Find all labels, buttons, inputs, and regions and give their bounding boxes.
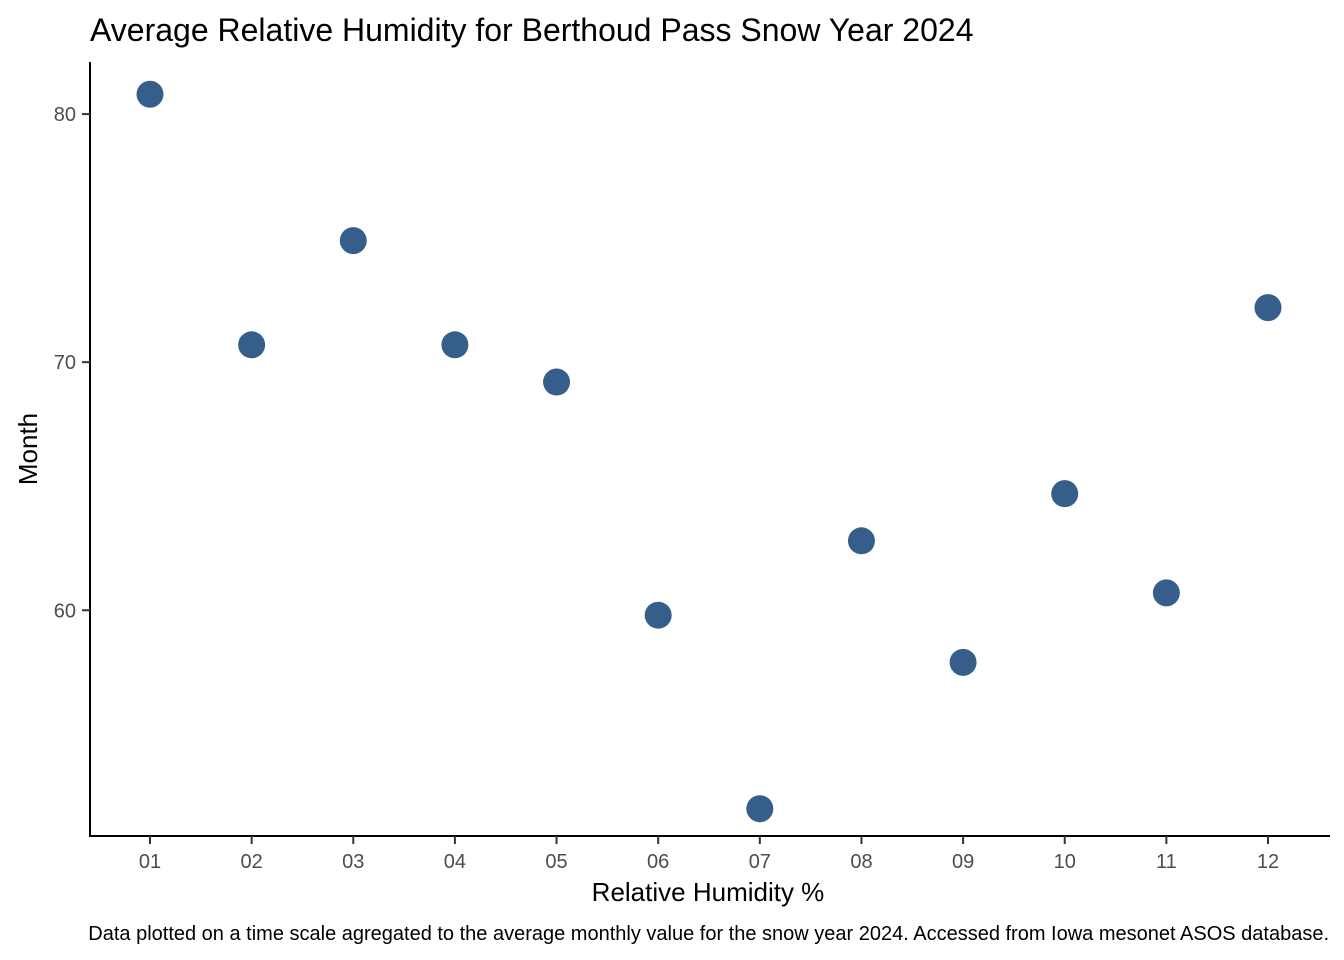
- x-tick-label: 01: [139, 851, 161, 873]
- x-tick-label: 02: [241, 851, 263, 873]
- data-points: [136, 80, 1282, 823]
- x-tick-label: 08: [850, 851, 872, 873]
- y-axis-ticks: 60 70 80: [54, 104, 90, 622]
- x-tick-label: 09: [952, 851, 974, 873]
- data-point-08: [847, 527, 875, 555]
- data-point-11: [1152, 579, 1180, 607]
- data-point-09: [949, 648, 977, 676]
- chart-caption: Data plotted on a time scale agregated t…: [88, 923, 1329, 945]
- data-point-04: [441, 331, 469, 359]
- data-point-12: [1254, 294, 1282, 322]
- x-tick-label: 06: [647, 851, 669, 873]
- x-tick-label: 07: [749, 851, 771, 873]
- data-point-03: [339, 227, 367, 255]
- x-tick-label: 05: [545, 851, 567, 873]
- x-tick-label: 04: [444, 851, 466, 873]
- x-tick-label: 10: [1054, 851, 1076, 873]
- x-tick-label: 03: [342, 851, 364, 873]
- data-point-05: [543, 368, 571, 396]
- data-point-06: [644, 601, 672, 629]
- data-point-10: [1051, 480, 1079, 508]
- data-point-01: [136, 80, 164, 108]
- chart-title: Average Relative Humidity for Berthoud P…: [90, 12, 973, 48]
- x-tick-label: 12: [1257, 851, 1279, 873]
- y-tick-label: 60: [54, 600, 76, 622]
- y-axis-title: Month: [13, 413, 43, 485]
- x-axis-ticks: 01 02 03 04 05 06 07 08 09 10 11 12: [139, 836, 1279, 873]
- data-point-02: [238, 331, 266, 359]
- x-tick-label: 11: [1156, 851, 1177, 873]
- y-tick-label: 80: [54, 104, 76, 126]
- y-tick-label: 70: [54, 352, 76, 374]
- data-point-07: [746, 795, 774, 823]
- x-axis-title: Relative Humidity %: [592, 877, 825, 907]
